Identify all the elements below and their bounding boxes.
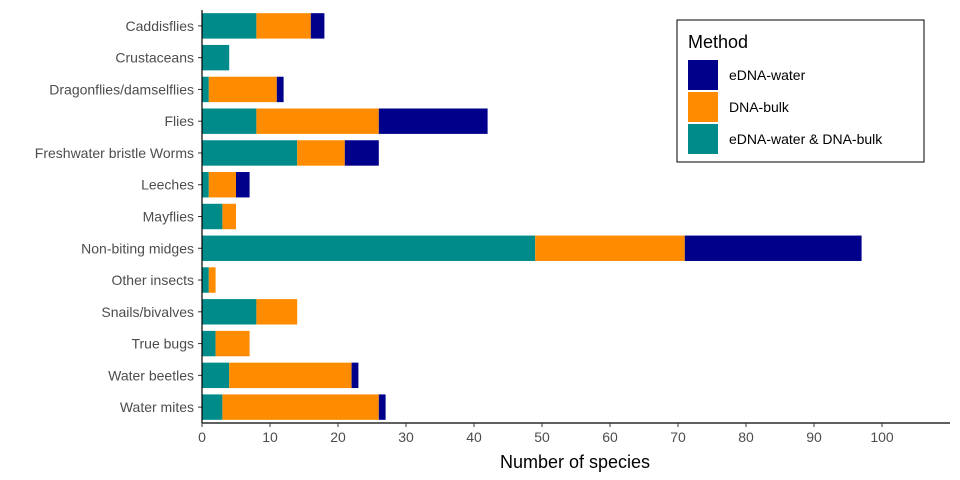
bar-dragonflies-damselflies-edna-water-dna-bulk: [202, 76, 209, 103]
bar-snails-bivalves-dna-bulk: [256, 299, 298, 325]
y-tick-label: Water mites: [120, 399, 194, 415]
x-tick-label: 70: [670, 429, 686, 445]
legend-items: eDNA-water DNA-bulk eDNA-water & DNA-bulk: [688, 60, 883, 154]
legend-label-dna-bulk: DNA-bulk: [729, 99, 790, 115]
bar-non-biting-midges-edna-water-dna-bulk: [202, 235, 536, 261]
bar-freshwater-bristle-worms-edna-water: [344, 140, 379, 166]
bar-water-beetles-dna-bulk: [229, 362, 352, 389]
x-axis: 0 10 20 30 40 50 60 70 80 90 100: [198, 422, 950, 445]
legend-swatch-dna-bulk: [688, 92, 718, 122]
legend-swatch-edna-water: [688, 60, 718, 90]
legend-label-edna-water-dna-bulk: eDNA-water & DNA-bulk: [729, 131, 883, 147]
bar-dragonflies-damselflies-dna-bulk: [208, 76, 277, 103]
x-tick-label: 80: [738, 429, 754, 445]
y-tick-label: Non-biting midges: [81, 240, 194, 256]
bar-non-biting-midges-dna-bulk: [535, 235, 685, 261]
bar-water-beetles-edna-water: [351, 362, 359, 389]
bar-other-insects-dna-bulk: [208, 267, 216, 293]
bar-water-mites-edna-water-dna-bulk: [202, 394, 223, 420]
bar-caddisflies-dna-bulk: [256, 13, 311, 39]
y-tick-label: Freshwater bristle Worms: [35, 145, 194, 161]
x-tick-label: 0: [198, 429, 206, 445]
y-tick-label: Caddisflies: [126, 18, 194, 34]
x-tick-label: 10: [262, 429, 278, 445]
x-tick-label: 30: [398, 429, 414, 445]
bar-flies-edna-water: [378, 108, 488, 134]
bar-leeches-edna-water: [236, 172, 250, 198]
bar-dragonflies-damselflies-edna-water: [276, 76, 284, 103]
bar-leeches-dna-bulk: [208, 172, 236, 198]
legend: Method eDNA-water DNA-bulk eDNA-water & DN…: [676, 19, 925, 163]
bar-mayflies-dna-bulk: [222, 203, 236, 230]
bar-true-bugs-dna-bulk: [215, 330, 250, 357]
bars-layer: [202, 13, 862, 420]
bar-freshwater-bristle-worms-edna-water-dna-bulk: [202, 140, 298, 166]
bar-mayflies-edna-water-dna-bulk: [202, 203, 223, 230]
y-tick-label: Mayflies: [143, 209, 194, 225]
bar-water-mites-edna-water: [378, 394, 386, 420]
x-tick-label: 90: [806, 429, 822, 445]
y-tick-label: Dragonflies/damselflies: [49, 81, 194, 97]
y-tick-label: Water beetles: [108, 367, 194, 383]
y-tick-label: Flies: [164, 113, 194, 129]
x-tick-label: 60: [602, 429, 618, 445]
y-tick-label: True bugs: [131, 336, 194, 352]
legend-swatch-edna-water-dna-bulk: [688, 124, 718, 154]
y-tick-label: Leeches: [141, 177, 194, 193]
bar-flies-dna-bulk: [256, 108, 379, 134]
bar-snails-bivalves-edna-water-dna-bulk: [202, 299, 257, 325]
bar-leeches-edna-water-dna-bulk: [202, 172, 209, 198]
y-tick-label: Snails/bivalves: [101, 304, 194, 320]
bar-freshwater-bristle-worms-dna-bulk: [297, 140, 345, 166]
legend-box: [676, 19, 925, 163]
bar-caddisflies-edna-water-dna-bulk: [202, 13, 257, 39]
bar-other-insects-edna-water-dna-bulk: [202, 267, 209, 293]
x-tick-label: 100: [870, 429, 894, 445]
y-tick-label: Crustaceans: [115, 50, 194, 66]
bar-true-bugs-edna-water-dna-bulk: [202, 330, 216, 357]
legend-title: Method: [688, 32, 748, 52]
bar-crustaceans-edna-water-dna-bulk: [202, 44, 230, 71]
bar-caddisflies-edna-water: [310, 13, 325, 39]
x-axis-title: Number of species: [500, 452, 650, 472]
bar-flies-edna-water-dna-bulk: [202, 108, 257, 134]
x-tick-label: 40: [466, 429, 482, 445]
x-tick-label: 50: [534, 429, 550, 445]
bar-water-beetles-edna-water-dna-bulk: [202, 362, 230, 389]
legend-label-edna-water: eDNA-water: [729, 67, 806, 83]
bar-non-biting-midges-edna-water: [684, 235, 862, 261]
x-tick-label: 20: [330, 429, 346, 445]
bar-water-mites-dna-bulk: [222, 394, 379, 420]
y-axis: Caddisflies Crustaceans Dragonflies/damsel…: [35, 10, 203, 423]
y-tick-label: Other insects: [112, 272, 194, 288]
